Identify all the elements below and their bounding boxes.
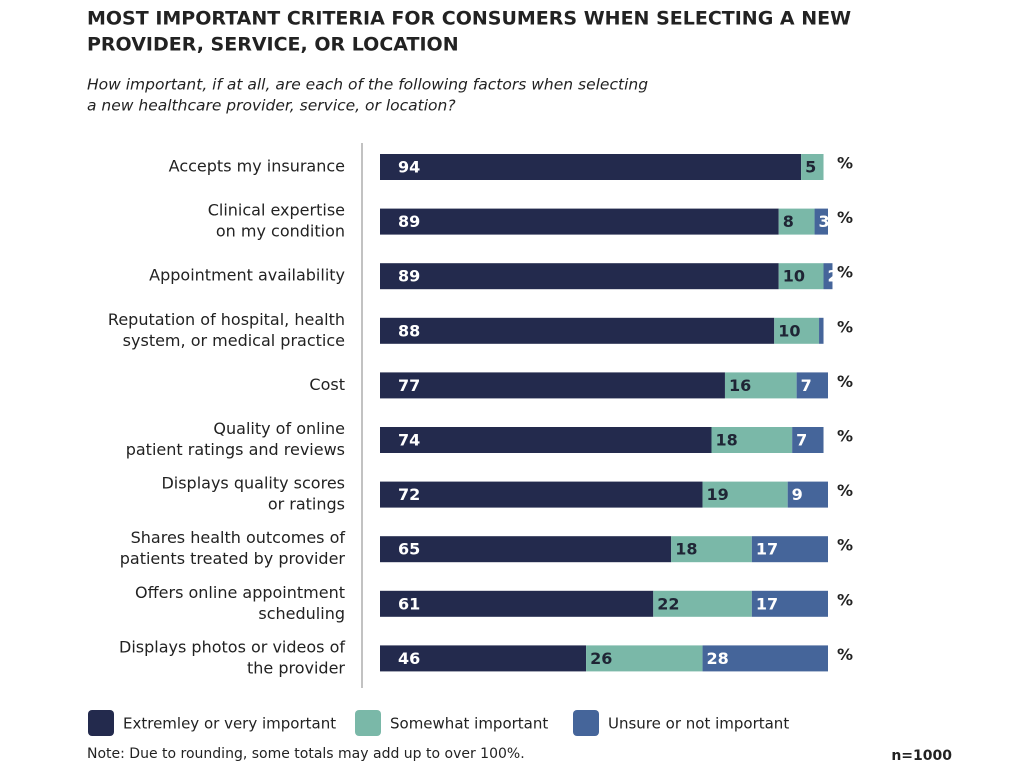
bar-segment (751, 536, 828, 563)
category-label: Clinical expertise (208, 201, 345, 220)
value-label: 77 (398, 376, 420, 395)
bar-segment (751, 590, 828, 617)
bar-segment (380, 645, 587, 672)
bar-segment (380, 481, 703, 508)
bar-segment (380, 208, 779, 235)
bar-segment (671, 536, 752, 563)
category-label: Displays photos or videos of (119, 637, 345, 656)
bar-segment (380, 427, 712, 453)
value-label: 8 (783, 212, 794, 231)
value-label: 7 (801, 376, 812, 395)
bar-segment (380, 372, 725, 399)
bar-segment (380, 590, 654, 617)
bar-segment (653, 590, 752, 617)
value-label: 16 (729, 376, 751, 395)
bar-segment (787, 481, 828, 508)
value-label: 89 (398, 212, 420, 231)
value-label: 28 (707, 649, 729, 668)
unit-label: % (837, 263, 853, 282)
category-label: the provider (247, 658, 345, 677)
value-label: 17 (756, 540, 778, 559)
bar-segment (380, 317, 775, 344)
bar-segment (778, 263, 824, 290)
value-label: 5 (805, 158, 816, 177)
value-label: 10 (778, 321, 800, 340)
value-label: 18 (675, 540, 697, 559)
unit-label: % (837, 154, 853, 173)
bar-segment (819, 317, 824, 344)
category-label: Quality of online (213, 419, 345, 438)
bar-segment (586, 645, 703, 672)
value-label: 65 (398, 540, 420, 559)
category-label: Shares health outcomes of (131, 528, 346, 547)
bar-segment (796, 372, 828, 399)
value-label: 72 (398, 485, 420, 504)
unit-label: % (837, 372, 853, 391)
value-label: 19 (707, 485, 729, 504)
legend-label: Unsure or not important (608, 715, 789, 733)
value-label: 7 (796, 431, 807, 450)
category-label: Displays quality scores (161, 474, 345, 493)
value-label: 88 (398, 321, 420, 340)
category-label: or ratings (268, 495, 345, 514)
legend-swatch (355, 710, 381, 736)
legend-swatch (88, 710, 114, 736)
value-label: 46 (398, 649, 420, 668)
value-label: 2 (828, 267, 839, 286)
bar-segment (711, 427, 793, 453)
value-label: 1 (823, 321, 834, 340)
category-label: Reputation of hospital, health (108, 310, 345, 329)
bar-segment (702, 481, 788, 508)
value-label: 22 (657, 594, 679, 613)
category-label: scheduling (258, 604, 345, 623)
bar-segment (792, 427, 824, 453)
chart-subtitle: How important, if at all, are each of th… (87, 76, 648, 94)
value-label: 18 (716, 431, 738, 450)
bar-segment (774, 317, 820, 344)
value-label: 61 (398, 594, 420, 613)
chart-title: MOST IMPORTANT CRITERIA FOR CONSUMERS WH… (87, 8, 851, 30)
bar-segment (380, 536, 672, 563)
chart-title: PROVIDER, SERVICE, OR LOCATION (87, 34, 459, 56)
bar-segment (778, 208, 815, 235)
category-label: patients treated by provider (120, 549, 346, 568)
category-label: Offers online appointment (135, 583, 345, 602)
unit-label: % (837, 536, 853, 555)
unit-label: % (837, 317, 853, 336)
bar-segment (380, 154, 802, 180)
category-label: Cost (309, 375, 345, 394)
sample-size: n=1000 (891, 748, 952, 764)
legend-label: Extremley or very important (123, 715, 336, 733)
category-label: on my condition (216, 222, 345, 241)
value-label: 17 (756, 594, 778, 613)
unit-label: % (837, 427, 853, 446)
value-label: 94 (398, 158, 420, 177)
unit-label: % (837, 645, 853, 664)
bar-segment (702, 645, 828, 672)
legend-label: Somewhat important (390, 715, 548, 733)
unit-label: % (837, 590, 853, 609)
value-label: 10 (783, 267, 805, 286)
category-label: system, or medical practice (123, 331, 345, 350)
category-label: patient ratings and reviews (126, 440, 345, 459)
chart-subtitle: a new healthcare provider, service, or l… (87, 97, 456, 115)
bar-segment (724, 372, 797, 399)
value-label: 9 (792, 485, 803, 504)
unit-label: % (837, 208, 853, 227)
value-label: 89 (398, 267, 420, 286)
category-label: Accepts my insurance (169, 157, 345, 176)
category-label: Appointment availability (149, 266, 345, 285)
bar-segment (801, 154, 824, 180)
legend-swatch (573, 710, 599, 736)
value-label: 74 (398, 431, 420, 450)
bar-segment (380, 263, 779, 290)
bar-segment (823, 263, 833, 290)
unit-label: % (837, 481, 853, 500)
bar-segment (814, 208, 828, 235)
footnote: Note: Due to rounding, some totals may a… (87, 746, 525, 762)
value-label: 3 (819, 212, 830, 231)
value-label: 26 (590, 649, 612, 668)
